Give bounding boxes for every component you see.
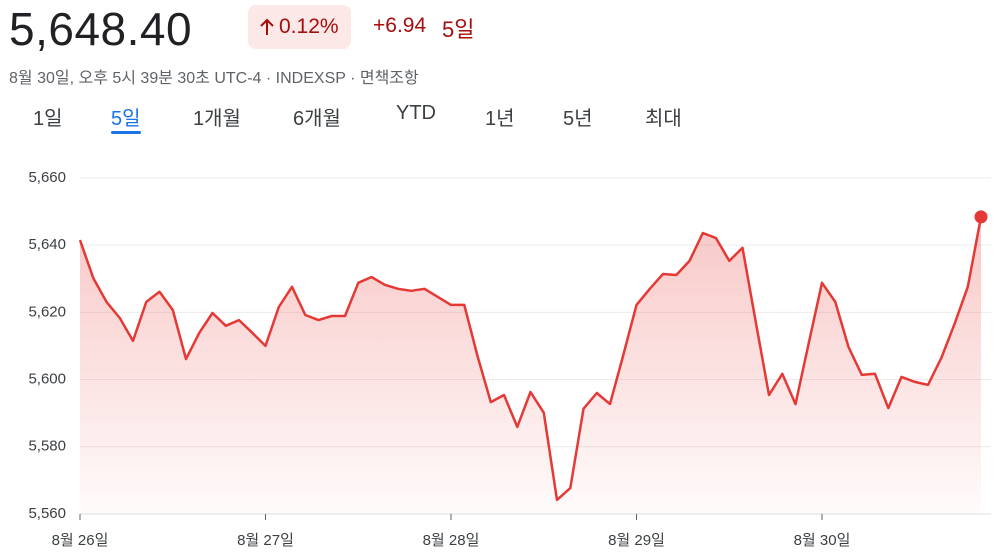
range-tab[interactable]: 5년 bbox=[563, 108, 593, 130]
x-tick-label: 8월 27일 bbox=[237, 532, 294, 549]
last-point bbox=[974, 210, 988, 224]
x-tick-label: 8월 29일 bbox=[608, 532, 665, 549]
y-tick-label: 5,620 bbox=[28, 303, 66, 320]
range-tab[interactable]: 1일 bbox=[33, 108, 63, 130]
price: 5,648.40 bbox=[9, 3, 193, 55]
range-tab[interactable]: 6개월 bbox=[293, 108, 341, 130]
x-tick-label: 8월 26일 bbox=[52, 532, 109, 549]
change-badge: 0.12% bbox=[248, 5, 351, 49]
x-tick-label: 8월 28일 bbox=[423, 532, 480, 549]
x-tick-label: 8월 30일 bbox=[794, 532, 851, 549]
subtitle: 8월 30일, 오후 5시 39분 30초 UTC-4 · INDEXSP · … bbox=[9, 70, 419, 87]
range-tab[interactable]: 1년 bbox=[485, 108, 515, 130]
change-period: 5일 bbox=[442, 17, 475, 42]
range-tab[interactable]: 5일 bbox=[111, 102, 141, 134]
area-fill bbox=[80, 216, 981, 514]
y-tick-label: 5,560 bbox=[28, 505, 66, 522]
y-tick-label: 5,640 bbox=[28, 236, 66, 253]
price-line bbox=[78, 216, 983, 502]
change-absolute: +6.94 bbox=[373, 14, 427, 37]
range-tab[interactable]: 최대 bbox=[645, 108, 682, 130]
y-tick-label: 5,600 bbox=[28, 371, 66, 388]
range-tab[interactable]: YTD bbox=[396, 102, 436, 124]
up-arrow bbox=[260, 18, 274, 35]
y-tick-label: 5,660 bbox=[28, 169, 66, 186]
range-tab[interactable]: 1개월 bbox=[193, 108, 241, 130]
y-tick-label: 5,580 bbox=[28, 438, 66, 455]
change-percent: 0.12% bbox=[279, 15, 339, 38]
